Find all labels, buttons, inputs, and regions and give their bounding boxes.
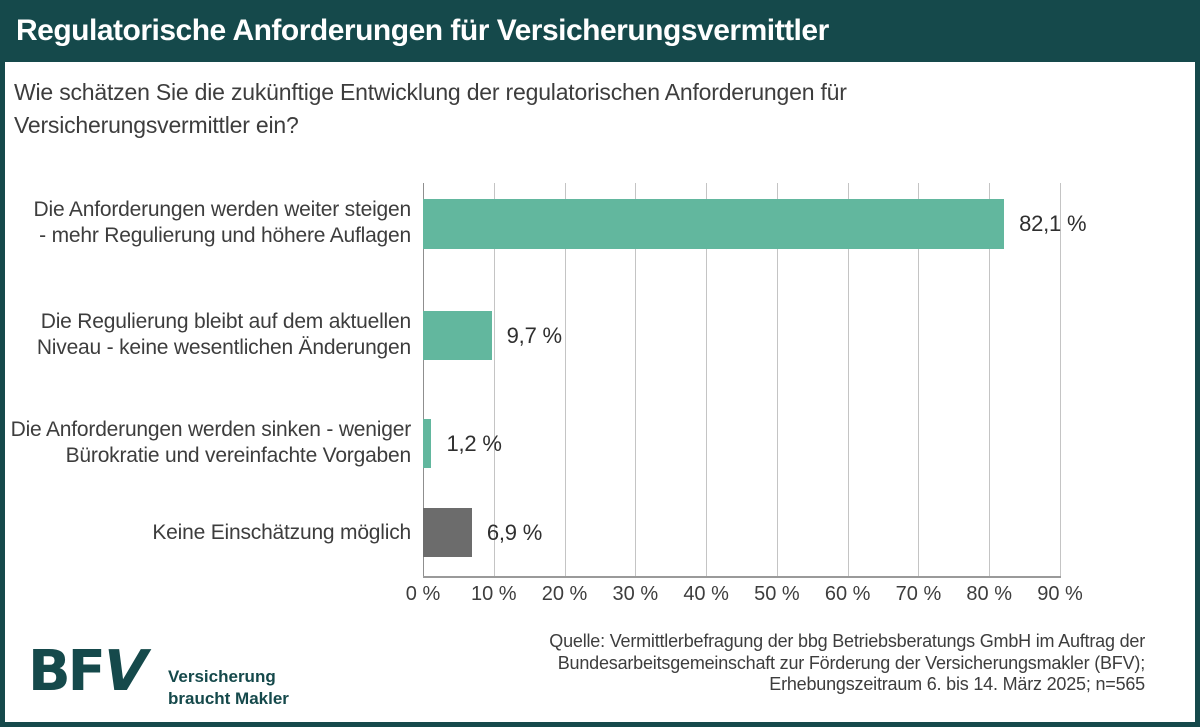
gridline bbox=[635, 183, 637, 577]
x-tick-label: 70 % bbox=[895, 583, 942, 605]
x-tick-label: 80 % bbox=[966, 583, 1013, 605]
category-label-3-line2: Bürokratie und vereinfachte Vorgaben bbox=[65, 444, 412, 467]
x-tick-label: 60 % bbox=[824, 583, 871, 605]
source-line2: Bundesarbeitsgemeinschaft zur Förderung … bbox=[557, 652, 1145, 673]
category-label-1: Die Anforderungen werden weiter steigen … bbox=[33, 197, 412, 249]
category-label-3: Die Anforderungen werden sinken - wenige… bbox=[10, 417, 412, 469]
bar-chart-plot-area: 82,1 % 9,7 % 1,2 % 6,9 % bbox=[423, 183, 1087, 577]
category-label-2: Die Regulierung bleibt auf dem aktuellen… bbox=[37, 309, 411, 361]
gridline bbox=[989, 183, 991, 577]
source-line1: Quelle: Vermittlerbefragung der bbg Betr… bbox=[549, 631, 1145, 651]
gridline bbox=[776, 183, 778, 577]
category-label-2-line1: Die Regulierung bleibt auf dem aktuellen bbox=[40, 310, 411, 333]
x-tick-label: 20 % bbox=[541, 583, 588, 605]
bar-no-assessment bbox=[423, 508, 472, 557]
bfv-logo-tagline: Versicherung braucht Makler bbox=[168, 666, 289, 710]
category-label-2-line2: Niveau - keine wesentlichen Änderungen bbox=[36, 336, 411, 359]
bar-requirements-sink bbox=[423, 419, 432, 468]
x-axis-line bbox=[423, 576, 1061, 578]
x-tick-label: 90 % bbox=[1037, 583, 1083, 605]
survey-question-line1: Wie schätzen Sie die zukünftige Entwickl… bbox=[14, 79, 847, 105]
source-attribution: Quelle: Vermittlerbefragung der bbg Betr… bbox=[549, 631, 1145, 696]
gridline bbox=[918, 183, 920, 577]
x-tick-label: 0 % bbox=[405, 583, 441, 605]
bfv-logo-text: BFV bbox=[28, 639, 151, 704]
value-label-1: 82,1 % bbox=[1019, 211, 1087, 236]
x-tick-label: 10 % bbox=[470, 583, 517, 605]
y-axis-line bbox=[423, 183, 424, 577]
value-label-3: 1,2 % bbox=[446, 431, 502, 456]
bfv-logo-v: V bbox=[95, 639, 151, 704]
category-label-4: Keine Einschätzung möglich bbox=[152, 520, 411, 546]
survey-question: Wie schätzen Sie die zukünftige Entwickl… bbox=[14, 76, 1014, 142]
bfv-tagline-line1: Versicherung bbox=[168, 667, 276, 686]
bar-regulation-stays bbox=[423, 311, 492, 360]
bfv-tagline-line2: braucht Makler bbox=[168, 689, 289, 708]
page-title: Regulatorische Anforderungen für Versich… bbox=[16, 14, 829, 47]
gridline bbox=[1060, 183, 1061, 577]
value-label-4: 6,9 % bbox=[486, 520, 543, 545]
source-line3: Erhebungszeitraum 6. bis 14. März 2025; … bbox=[769, 674, 1145, 694]
category-label-4-line1: Keine Einschätzung möglich bbox=[152, 521, 411, 544]
gridline bbox=[706, 183, 708, 577]
header-bar: Regulatorische Anforderungen für Versich… bbox=[0, 0, 1200, 62]
bar-requirements-rise bbox=[423, 199, 1005, 249]
content-background bbox=[5, 62, 1195, 722]
category-label-3-line1: Die Anforderungen werden sinken - wenige… bbox=[10, 418, 412, 441]
bfv-logo: BFV bbox=[28, 639, 151, 704]
bfv-logo-bf: BF bbox=[28, 639, 106, 704]
category-label-1-line2: - mehr Regulierung und höhere Auflagen bbox=[39, 224, 411, 247]
category-label-1-line1: Die Anforderungen werden weiter steigen bbox=[33, 198, 412, 221]
gridline bbox=[564, 183, 566, 577]
x-tick-label: 50 % bbox=[754, 583, 800, 605]
x-tick-label: 40 % bbox=[683, 583, 729, 605]
value-label-2: 9,7 % bbox=[506, 323, 562, 348]
gridline bbox=[493, 183, 495, 577]
x-tick-label: 30 % bbox=[612, 583, 659, 605]
gridline bbox=[847, 183, 849, 577]
survey-question-line2: Versicherungsvermittler ein? bbox=[14, 112, 299, 138]
